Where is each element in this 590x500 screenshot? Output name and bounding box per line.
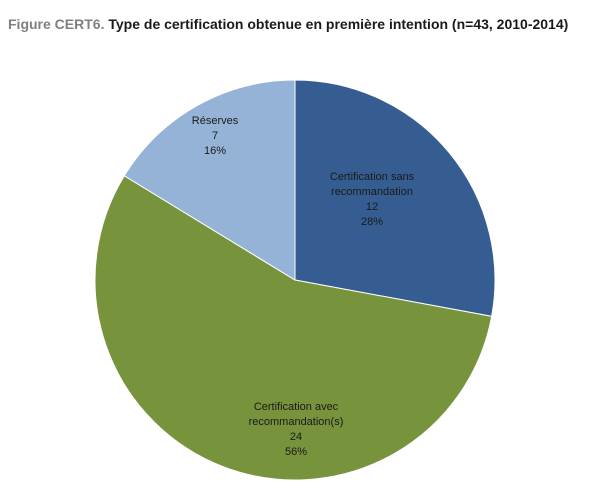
slice-percent: 28% [361, 216, 383, 228]
pie-slices [94, 79, 496, 481]
slice-value: 12 [366, 201, 378, 213]
slice-name-line: recommandation(s) [249, 416, 344, 428]
pie-labels: Certification sans recommandation 12 28%Cer… [192, 115, 415, 458]
slice-name-line: Certification sans [330, 171, 415, 183]
slice-value: 7 [212, 130, 218, 142]
pie-slice-1 [94, 175, 493, 481]
slice-label-0: Certification sans recommandation 12 28% [330, 171, 415, 228]
pie-slice-2 [123, 79, 296, 281]
slice-percent: 16% [204, 145, 226, 157]
slice-label-2: Réserves 7 16% [192, 115, 239, 157]
figure-title: Type de certification obtenue en premièr… [108, 16, 569, 32]
slice-value: 24 [290, 431, 302, 443]
chart-title: Figure CERT6. Type de certification obte… [8, 16, 588, 32]
figure-number: Figure CERT6. [8, 16, 105, 32]
slice-percent: 56% [285, 446, 307, 458]
slice-label-1: Certification avec recommandation(s) 24 56% [249, 401, 344, 458]
pie-slice-0 [294, 79, 496, 317]
slice-name-line: recommandation [331, 186, 413, 198]
slice-name-line: Certification avec [254, 401, 339, 413]
slice-name-line: Réserves [192, 115, 239, 127]
